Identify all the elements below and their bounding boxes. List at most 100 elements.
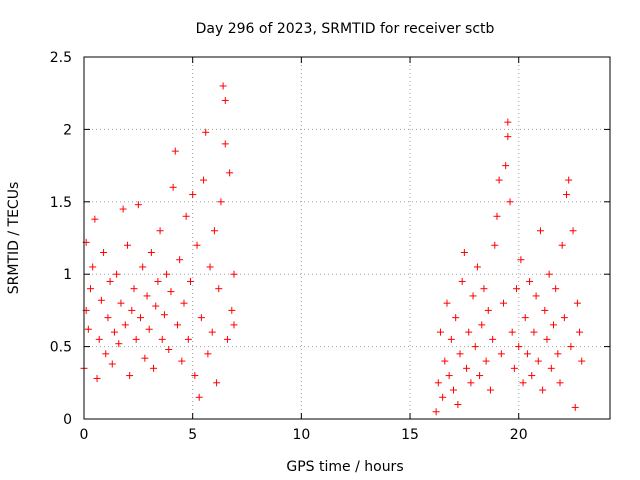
data-point-marker bbox=[228, 306, 236, 314]
data-point-marker bbox=[163, 270, 171, 278]
x-tick-label: 20 bbox=[510, 427, 528, 443]
data-point-marker bbox=[91, 215, 99, 223]
x-axis-label: GPS time / hours bbox=[286, 459, 403, 475]
data-point-marker bbox=[536, 227, 544, 235]
data-point-marker bbox=[204, 350, 212, 358]
plot-frame bbox=[83, 56, 611, 420]
data-point-marker bbox=[213, 379, 221, 387]
chart-title: Day 296 of 2023, SRMTID for receiver sct… bbox=[196, 21, 495, 37]
data-point-marker bbox=[460, 248, 468, 256]
y-tick-label: 1.5 bbox=[50, 195, 72, 211]
data-point-marker bbox=[206, 263, 214, 271]
data-point-marker bbox=[215, 285, 223, 293]
data-point-marker bbox=[458, 277, 466, 285]
data-point-marker bbox=[180, 299, 188, 307]
data-point-marker bbox=[569, 227, 577, 235]
data-point-marker bbox=[223, 335, 231, 343]
data-point-marker bbox=[89, 263, 97, 271]
data-point-marker bbox=[143, 292, 151, 300]
data-point-marker bbox=[102, 350, 110, 358]
data-point-marker bbox=[126, 372, 134, 380]
data-point-marker bbox=[171, 147, 179, 155]
data-point-marker bbox=[463, 364, 471, 372]
data-point-marker bbox=[195, 393, 203, 401]
data-point-marker bbox=[571, 403, 579, 411]
data-point-marker bbox=[506, 198, 514, 206]
data-point-marker bbox=[528, 372, 536, 380]
data-point-marker bbox=[465, 328, 473, 336]
data-point-marker bbox=[110, 328, 118, 336]
data-point-marker bbox=[445, 372, 453, 380]
data-point-marker bbox=[565, 176, 573, 184]
data-point-marker bbox=[156, 227, 164, 235]
data-point-marker bbox=[84, 325, 92, 333]
data-point-marker bbox=[495, 176, 503, 184]
data-point-marker bbox=[467, 379, 475, 387]
y-tick-label: 2 bbox=[63, 122, 72, 138]
data-point-marker bbox=[117, 299, 125, 307]
data-point-marker bbox=[193, 241, 201, 249]
data-point-marker bbox=[432, 408, 440, 416]
data-point-marker bbox=[173, 321, 181, 329]
data-point-marker bbox=[526, 277, 534, 285]
data-point-marker bbox=[137, 314, 145, 322]
data-point-marker bbox=[486, 386, 494, 394]
data-point-marker bbox=[115, 340, 123, 348]
data-point-marker bbox=[547, 364, 555, 372]
data-point-marker bbox=[184, 335, 192, 343]
data-point-marker bbox=[152, 302, 160, 310]
data-point-marker bbox=[523, 350, 531, 358]
data-point-marker bbox=[452, 314, 460, 322]
data-point-marker bbox=[210, 227, 218, 235]
data-point-marker bbox=[456, 350, 464, 358]
data-point-marker bbox=[221, 96, 229, 104]
data-point-marker bbox=[108, 360, 116, 368]
data-point-marker bbox=[97, 296, 105, 304]
data-point-marker bbox=[541, 306, 549, 314]
data-point-marker bbox=[147, 248, 155, 256]
data-point-marker bbox=[434, 379, 442, 387]
data-point-marker bbox=[230, 321, 238, 329]
data-point-marker bbox=[504, 118, 512, 126]
data-point-marker bbox=[182, 212, 190, 220]
data-point-marker bbox=[554, 350, 562, 358]
data-point-marker bbox=[436, 328, 444, 336]
data-point-marker bbox=[497, 350, 505, 358]
data-point-marker bbox=[517, 256, 525, 264]
data-point-marker bbox=[130, 285, 138, 293]
data-point-marker bbox=[489, 335, 497, 343]
data-point-marker bbox=[191, 372, 199, 380]
data-point-marker bbox=[471, 343, 479, 351]
data-point-marker bbox=[560, 314, 568, 322]
data-point-marker bbox=[515, 343, 523, 351]
data-point-marker bbox=[508, 328, 516, 336]
data-point-marker bbox=[510, 364, 518, 372]
data-point-marker bbox=[230, 270, 238, 278]
data-point-marker bbox=[576, 328, 584, 336]
data-point-marker bbox=[480, 285, 488, 293]
x-tick-label: 5 bbox=[188, 427, 197, 443]
data-point-marker bbox=[202, 128, 210, 136]
data-point-marker bbox=[217, 198, 225, 206]
data-point-marker bbox=[543, 335, 551, 343]
data-point-marker bbox=[530, 328, 538, 336]
data-point-marker bbox=[106, 277, 114, 285]
data-point-marker bbox=[121, 321, 129, 329]
data-point-marker bbox=[532, 292, 540, 300]
data-point-marker bbox=[447, 335, 455, 343]
x-tick-label: 15 bbox=[401, 427, 419, 443]
data-point-marker bbox=[145, 325, 153, 333]
data-point-marker bbox=[100, 248, 108, 256]
data-point-marker bbox=[113, 270, 121, 278]
data-point-marker bbox=[521, 314, 529, 322]
data-point-marker bbox=[502, 162, 510, 170]
data-point-marker bbox=[95, 335, 103, 343]
data-point-marker bbox=[169, 183, 177, 191]
data-point-marker bbox=[454, 401, 462, 409]
data-point-marker bbox=[558, 241, 566, 249]
data-point-marker bbox=[123, 241, 131, 249]
data-point-marker bbox=[128, 306, 136, 314]
x-tick-label: 0 bbox=[80, 427, 89, 443]
x-tick-label: 10 bbox=[292, 427, 310, 443]
